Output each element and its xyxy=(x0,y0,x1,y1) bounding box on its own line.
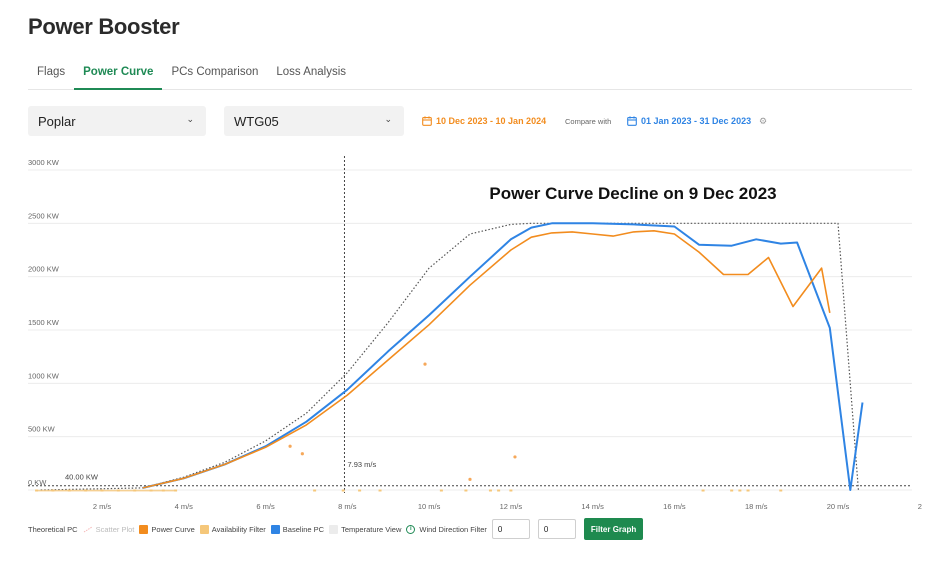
availability-point xyxy=(509,489,513,492)
series-line-baseline-pc xyxy=(142,222,864,491)
series-line-theoretical-pc xyxy=(40,222,859,491)
x-tick-label: 10 m/s xyxy=(418,502,441,511)
page-title: Power Booster xyxy=(28,14,180,39)
calendar-icon xyxy=(422,116,432,126)
power-curve-swatch xyxy=(139,524,149,534)
tab-pcs-comparison[interactable]: PCs Comparison xyxy=(171,66,259,78)
legend-baseline-label: Baseline PC xyxy=(282,524,325,534)
availability-point xyxy=(378,489,382,492)
scatter-point xyxy=(468,477,472,481)
site-select[interactable]: Poplar ⌄ xyxy=(28,106,206,136)
turbine-select-value: WTG05 xyxy=(234,114,279,129)
scatter-point xyxy=(423,362,427,366)
chevron-down-icon: ⌄ xyxy=(384,114,392,124)
tab-flags[interactable]: Flags xyxy=(37,66,66,78)
site-select-value: Poplar xyxy=(38,114,76,129)
availability-point xyxy=(313,489,317,492)
x-tick-label: 2 m/s xyxy=(93,502,112,511)
gear-icon[interactable]: ⚙ xyxy=(759,116,768,126)
availability-point xyxy=(174,489,178,492)
y-tick-label: 0 KW xyxy=(28,478,47,487)
compare-label: Compare with xyxy=(565,117,612,126)
availability-point xyxy=(464,489,468,492)
compare-date-range[interactable]: 01 Jan 2023 - 31 Dec 2023 xyxy=(627,116,751,126)
legend-power-curve-label: Power Curve xyxy=(151,524,195,534)
x-tick-label: 8 m/s xyxy=(338,502,357,511)
legend-power-curve[interactable]: Power Curve xyxy=(139,524,195,534)
availability-point xyxy=(746,489,750,492)
y-tick-label: 1500 KW xyxy=(28,318,60,327)
x-tick-label: 20 m/s xyxy=(827,502,850,511)
tab-loss-analysis[interactable]: Loss Analysis xyxy=(276,66,347,78)
scatter-point xyxy=(513,455,517,459)
legend-availability-label: Availability Filter xyxy=(211,524,266,534)
chart-legend: Theoretical PC Scatter Plot Power Curve … xyxy=(28,518,644,540)
series-line-power-curve xyxy=(142,230,831,489)
chevron-down-icon: ⌄ xyxy=(186,114,194,124)
availability-swatch xyxy=(199,524,209,534)
x-tick-label: 2 xyxy=(918,502,922,511)
primary-date-range-text: 10 Dec 2023 - 10 Jan 2024 xyxy=(436,116,547,126)
info-icon: i xyxy=(406,524,416,534)
availability-point xyxy=(779,489,783,492)
tab-bar: Flags Power Curve PCs Comparison Loss An… xyxy=(28,62,355,92)
filter-graph-button[interactable]: Filter Graph xyxy=(583,518,644,540)
threshold-label: 40.00 KW xyxy=(65,473,99,482)
availability-point xyxy=(738,489,742,492)
x-tick-label: 4 m/s xyxy=(175,502,194,511)
y-tick-label: 2500 KW xyxy=(28,211,60,220)
x-tick-label: 12 m/s xyxy=(500,502,523,511)
legend-scatter-plot[interactable]: Scatter Plot xyxy=(83,524,135,534)
marker-label: 7.93 m/s xyxy=(347,460,376,469)
availability-point xyxy=(730,489,734,492)
temperature-swatch xyxy=(329,524,339,534)
calendar-icon xyxy=(627,116,637,126)
wind-direction-label: Wind Direction Filter xyxy=(419,524,487,534)
primary-date-range[interactable]: 10 Dec 2023 - 10 Jan 2024 xyxy=(422,116,546,126)
x-tick-label: 16 m/s xyxy=(663,502,686,511)
turbine-select[interactable]: WTG05 ⌄ xyxy=(224,106,404,136)
scatter-point xyxy=(288,444,292,448)
chart-title: Power Curve Decline on 9 Dec 2023 xyxy=(489,184,776,203)
scatter-icon xyxy=(83,526,92,532)
availability-point xyxy=(488,489,492,492)
wind-direction-max-input[interactable] xyxy=(537,519,576,539)
x-tick-label: 6 m/s xyxy=(256,502,275,511)
legend-baseline-pc[interactable]: Baseline PC xyxy=(270,524,325,534)
x-tick-label: 18 m/s xyxy=(745,502,768,511)
availability-point xyxy=(439,489,443,492)
wind-direction-filter[interactable]: i Wind Direction Filter xyxy=(406,524,487,534)
legend-availability-filter[interactable]: Availability Filter xyxy=(199,524,266,534)
tab-power-curve[interactable]: Power Curve xyxy=(74,62,163,90)
y-tick-label: 1000 KW xyxy=(28,371,60,380)
legend-temperature-label: Temperature View xyxy=(341,524,402,534)
availability-point xyxy=(341,489,345,492)
x-tick-label: 14 m/s xyxy=(581,502,604,511)
wind-direction-min-input[interactable] xyxy=(491,519,530,539)
y-tick-label: 500 KW xyxy=(28,425,56,434)
availability-point xyxy=(497,489,501,492)
y-tick-label: 2000 KW xyxy=(28,265,60,274)
compare-date-range-text: 01 Jan 2023 - 31 Dec 2023 xyxy=(641,116,752,126)
y-tick-label: 3000 KW xyxy=(28,158,60,167)
power-curve-chart: 0 KW 500 KW 1000 KW 1500 KW 2000 KW 2500 KW 30… xyxy=(28,156,922,511)
legend-scatter-label: Scatter Plot xyxy=(95,524,135,534)
availability-point xyxy=(358,489,362,492)
legend-theoretical-pc[interactable]: Theoretical PC xyxy=(28,524,78,534)
legend-temperature-view[interactable]: Temperature View xyxy=(329,524,402,534)
availability-point xyxy=(701,489,705,492)
availability-band xyxy=(36,489,176,492)
scatter-point xyxy=(300,452,304,456)
tabs-divider xyxy=(28,89,912,90)
baseline-swatch xyxy=(270,524,280,534)
